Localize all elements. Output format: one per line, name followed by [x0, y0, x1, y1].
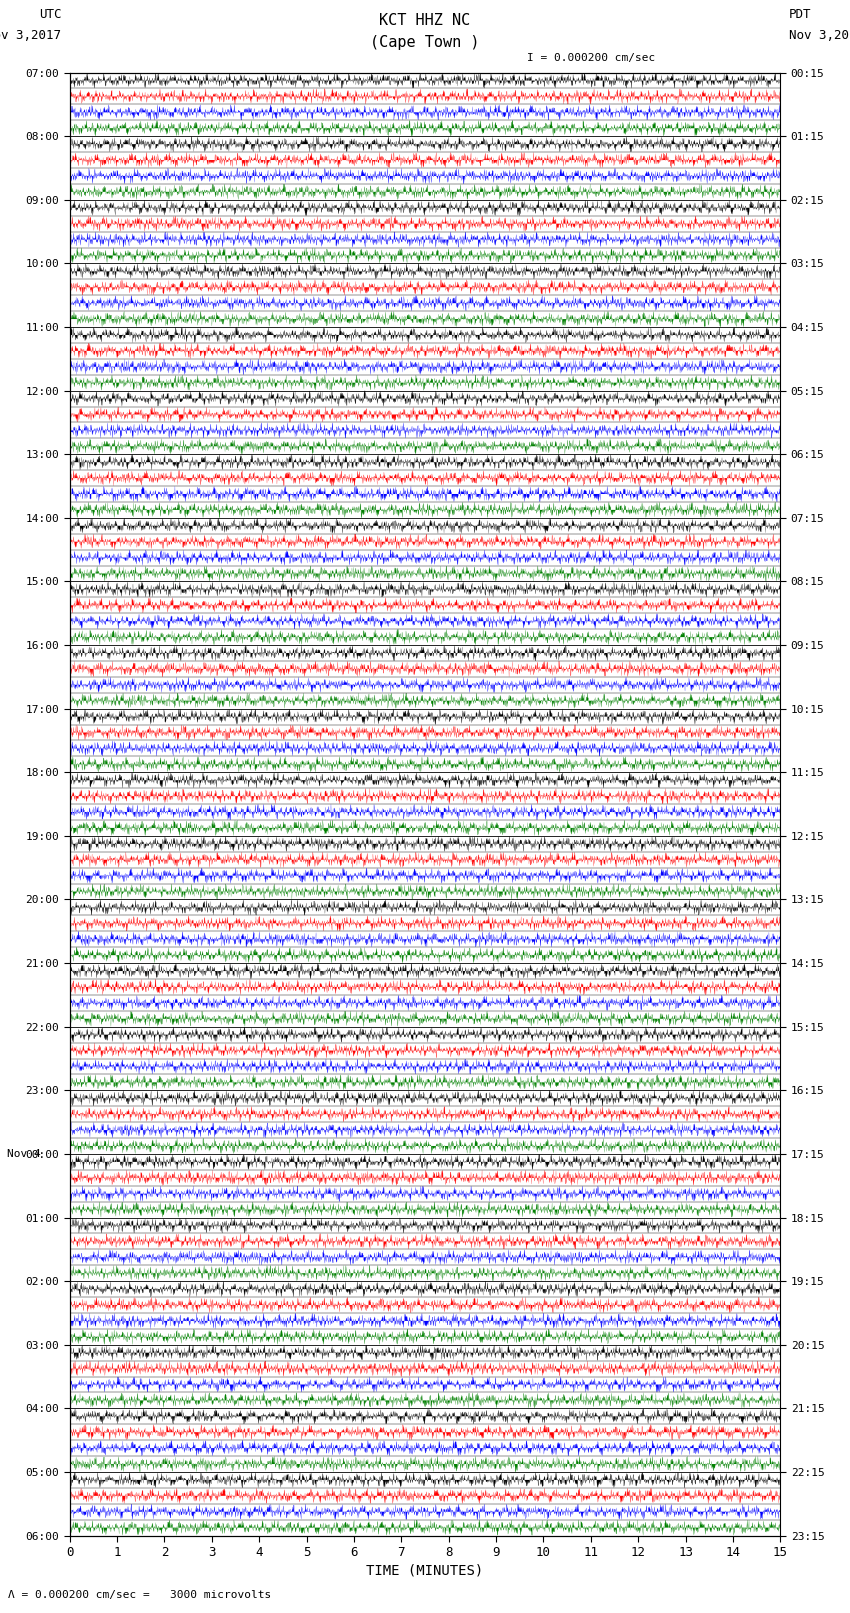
Text: (Cape Town ): (Cape Town )	[371, 35, 479, 50]
Text: Nov 3,2017: Nov 3,2017	[789, 29, 850, 42]
Text: PDT: PDT	[789, 8, 811, 21]
Text: Nov 4: Nov 4	[7, 1148, 41, 1158]
Text: Λ = 0.000200 cm/sec =   3000 microvolts: Λ = 0.000200 cm/sec = 3000 microvolts	[8, 1590, 272, 1600]
Text: KCT HHZ NC: KCT HHZ NC	[379, 13, 471, 27]
X-axis label: TIME (MINUTES): TIME (MINUTES)	[366, 1563, 484, 1578]
Text: UTC: UTC	[39, 8, 61, 21]
Text: I = 0.000200 cm/sec: I = 0.000200 cm/sec	[527, 53, 655, 63]
Text: Nov 3,2017: Nov 3,2017	[0, 29, 61, 42]
